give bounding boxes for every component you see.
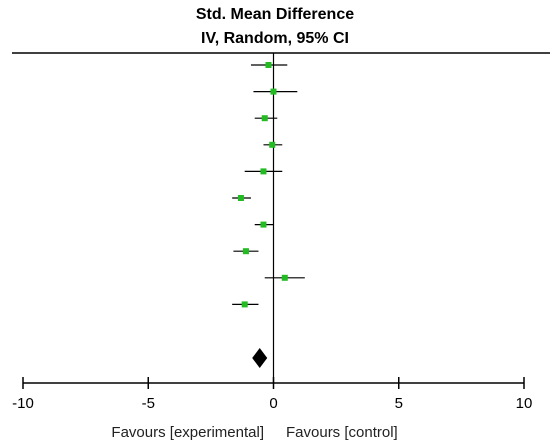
x-tick-label: 0 <box>269 395 277 412</box>
pooled-diamond <box>252 348 268 368</box>
chart-title-line2: IV, Random, 95% CI <box>201 30 349 47</box>
x-tick-label: 5 <box>395 395 403 412</box>
x-tick-label: -5 <box>142 395 155 412</box>
study-marker <box>260 221 267 228</box>
chart-title-line1: Std. Mean Difference <box>195 6 355 23</box>
study-marker <box>241 301 248 308</box>
study-marker <box>265 62 272 68</box>
study-marker <box>281 274 288 281</box>
favours-left-label: Favours [experimental] <box>111 424 264 441</box>
x-tick-label: -10 <box>12 395 34 412</box>
study-marker <box>237 195 244 201</box>
study-marker <box>270 88 277 95</box>
study-marker <box>242 248 249 255</box>
favours-right-label: Favours [control] <box>286 424 398 441</box>
study-marker <box>261 115 268 122</box>
x-tick-label: 10 <box>516 395 533 412</box>
study-marker <box>269 141 276 148</box>
study-marker <box>260 168 267 175</box>
